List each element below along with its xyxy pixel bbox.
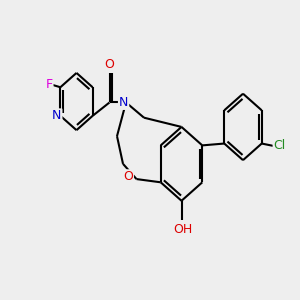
Text: Cl: Cl: [274, 139, 286, 152]
Text: O: O: [105, 58, 114, 71]
Text: N: N: [119, 96, 128, 109]
Text: O: O: [123, 170, 133, 183]
Text: OH: OH: [173, 223, 193, 236]
Text: F: F: [45, 78, 52, 92]
Text: N: N: [52, 109, 62, 122]
